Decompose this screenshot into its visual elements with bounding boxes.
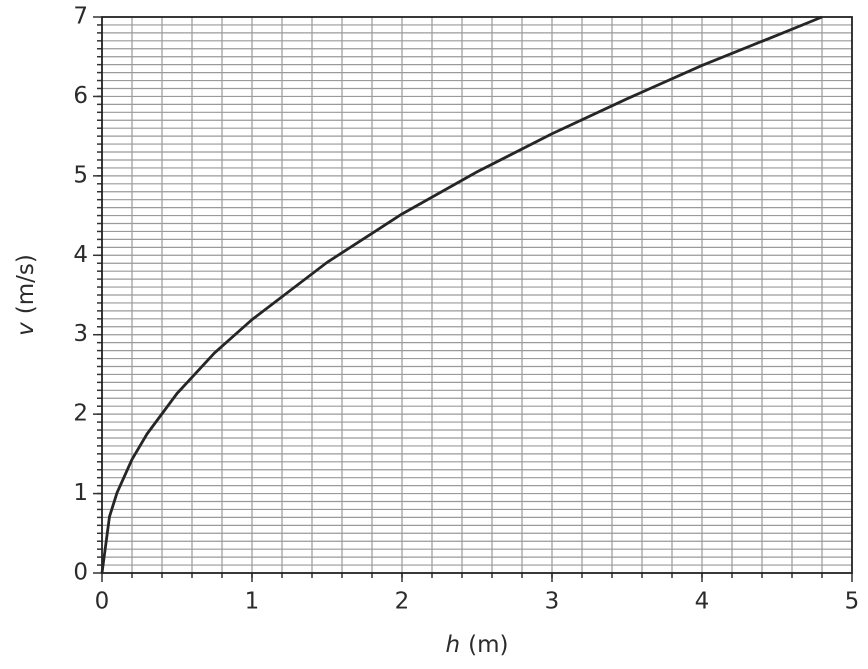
y-axis-label: v (m/s) xyxy=(13,254,39,336)
x-tick-label: 1 xyxy=(245,589,260,615)
y-label-unit: (m/s) xyxy=(13,254,39,314)
plot-frame xyxy=(101,16,853,574)
y-label-symbol: v xyxy=(13,322,39,336)
x-label-symbol: h xyxy=(446,632,461,658)
y-tick-label: 0 xyxy=(73,560,88,586)
y-tick-label: 1 xyxy=(73,480,88,506)
y-tick-label: 4 xyxy=(73,242,88,268)
y-tick-label: 7 xyxy=(73,4,88,30)
x-tick-label: 3 xyxy=(545,589,560,615)
x-tick-label: 2 xyxy=(395,589,410,615)
x-label-unit: (m) xyxy=(468,632,508,658)
x-axis-label: h (m) xyxy=(446,632,509,658)
y-tick-label: 6 xyxy=(73,83,88,109)
y-tick-label: 2 xyxy=(73,401,88,427)
y-tick-label: 5 xyxy=(73,162,88,188)
x-tick-label: 5 xyxy=(845,589,860,615)
y-tick-label: 3 xyxy=(73,321,88,347)
x-tick-label: 4 xyxy=(695,589,710,615)
curve xyxy=(100,15,823,574)
x-tick-label: 0 xyxy=(95,589,110,615)
